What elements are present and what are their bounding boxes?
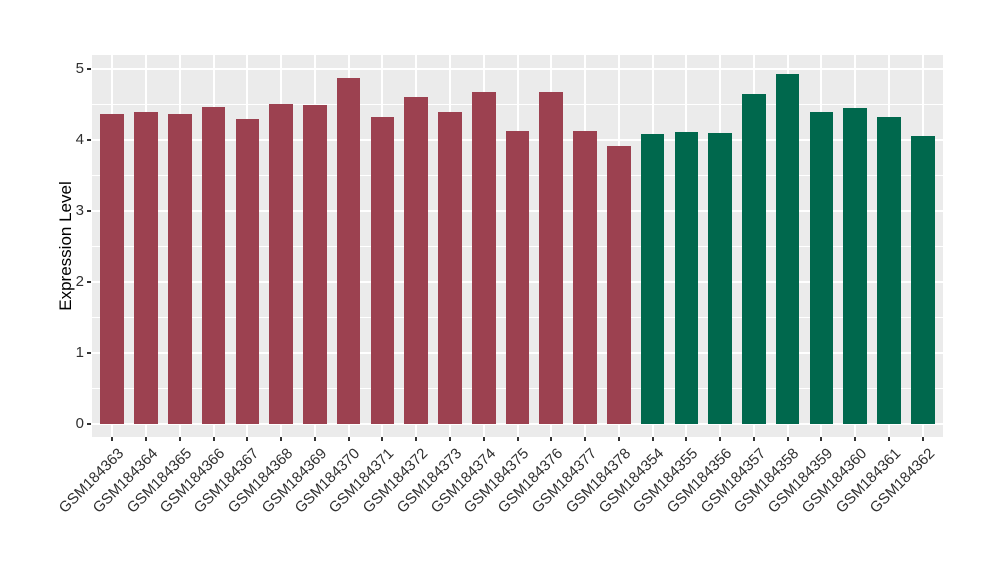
y-axis-tick-label: 1 xyxy=(75,344,84,361)
x-axis-tick-mark xyxy=(921,437,924,441)
x-axis-tick-mark xyxy=(448,437,451,441)
x-axis-tick-mark xyxy=(584,437,587,441)
bar-GSM184375 xyxy=(505,130,530,424)
bar-GSM184365 xyxy=(167,114,192,424)
y-axis-tick-mark xyxy=(87,423,91,425)
y-axis-tick-label: 4 xyxy=(75,131,84,148)
x-axis-tick-mark xyxy=(786,437,789,441)
y-axis-tick-label: 5 xyxy=(75,60,84,77)
x-axis-tick-mark xyxy=(415,437,418,441)
x-axis-tick-mark xyxy=(752,437,755,441)
x-axis-tick-mark xyxy=(246,437,249,441)
bar-GSM184367 xyxy=(235,119,260,424)
bar-GSM184373 xyxy=(438,111,462,424)
bar-GSM184372 xyxy=(404,96,428,424)
x-axis-tick-mark xyxy=(550,437,553,441)
x-axis-tick-mark xyxy=(111,437,114,441)
bar-GSM184358 xyxy=(775,73,800,424)
bar-GSM184355 xyxy=(674,132,699,424)
y-axis-tick-mark xyxy=(87,352,91,354)
bar-GSM184362 xyxy=(910,135,935,424)
x-axis-tick-mark xyxy=(212,437,215,441)
x-axis-tick-mark xyxy=(313,437,316,441)
bar-GSM184370 xyxy=(336,78,361,424)
bar-GSM184363 xyxy=(100,114,125,424)
y-axis-title: Expression Level xyxy=(56,181,75,311)
bar-GSM184374 xyxy=(471,91,496,424)
x-axis-tick-mark xyxy=(347,437,350,441)
bar-GSM184378 xyxy=(606,145,631,424)
y-axis-tick-mark xyxy=(87,281,91,283)
x-axis-tick-mark xyxy=(145,437,148,441)
bar-GSM184356 xyxy=(708,132,732,424)
y-axis-tick-mark xyxy=(87,210,91,212)
y-axis-tick-mark xyxy=(87,68,91,70)
x-axis-tick-mark xyxy=(178,437,181,441)
x-axis-tick-mark xyxy=(820,437,823,441)
x-axis-tick-mark xyxy=(685,437,688,441)
x-axis-tick-mark xyxy=(482,437,485,441)
x-axis-tick-mark xyxy=(381,437,384,441)
x-axis-tick-mark xyxy=(617,437,620,441)
y-axis-tick-label: 3 xyxy=(75,202,84,219)
x-axis-tick-mark xyxy=(280,437,283,441)
plot-panel xyxy=(92,55,943,437)
y-axis-tick-label: 0 xyxy=(75,415,84,432)
bar-GSM184369 xyxy=(303,105,327,424)
bar-GSM184359 xyxy=(809,111,834,424)
bar-GSM184364 xyxy=(134,111,158,424)
bar-GSM184371 xyxy=(370,116,395,424)
bar-GSM184368 xyxy=(269,103,293,424)
x-axis-tick-mark xyxy=(651,437,654,441)
y-axis-tick-mark xyxy=(87,139,91,141)
bar-GSM184376 xyxy=(539,92,564,424)
x-axis-tick-mark xyxy=(854,437,857,441)
bar-GSM184377 xyxy=(573,130,597,424)
x-axis-tick-mark xyxy=(516,437,519,441)
bar-GSM184361 xyxy=(877,117,901,424)
x-axis-tick-mark xyxy=(719,437,722,441)
y-axis-tick-label: 2 xyxy=(75,273,84,290)
x-axis-tick-mark xyxy=(887,437,890,441)
bar-GSM184357 xyxy=(742,93,766,424)
bar-GSM184354 xyxy=(640,134,665,424)
bar-GSM184360 xyxy=(843,108,867,424)
bar-GSM184366 xyxy=(201,107,226,424)
